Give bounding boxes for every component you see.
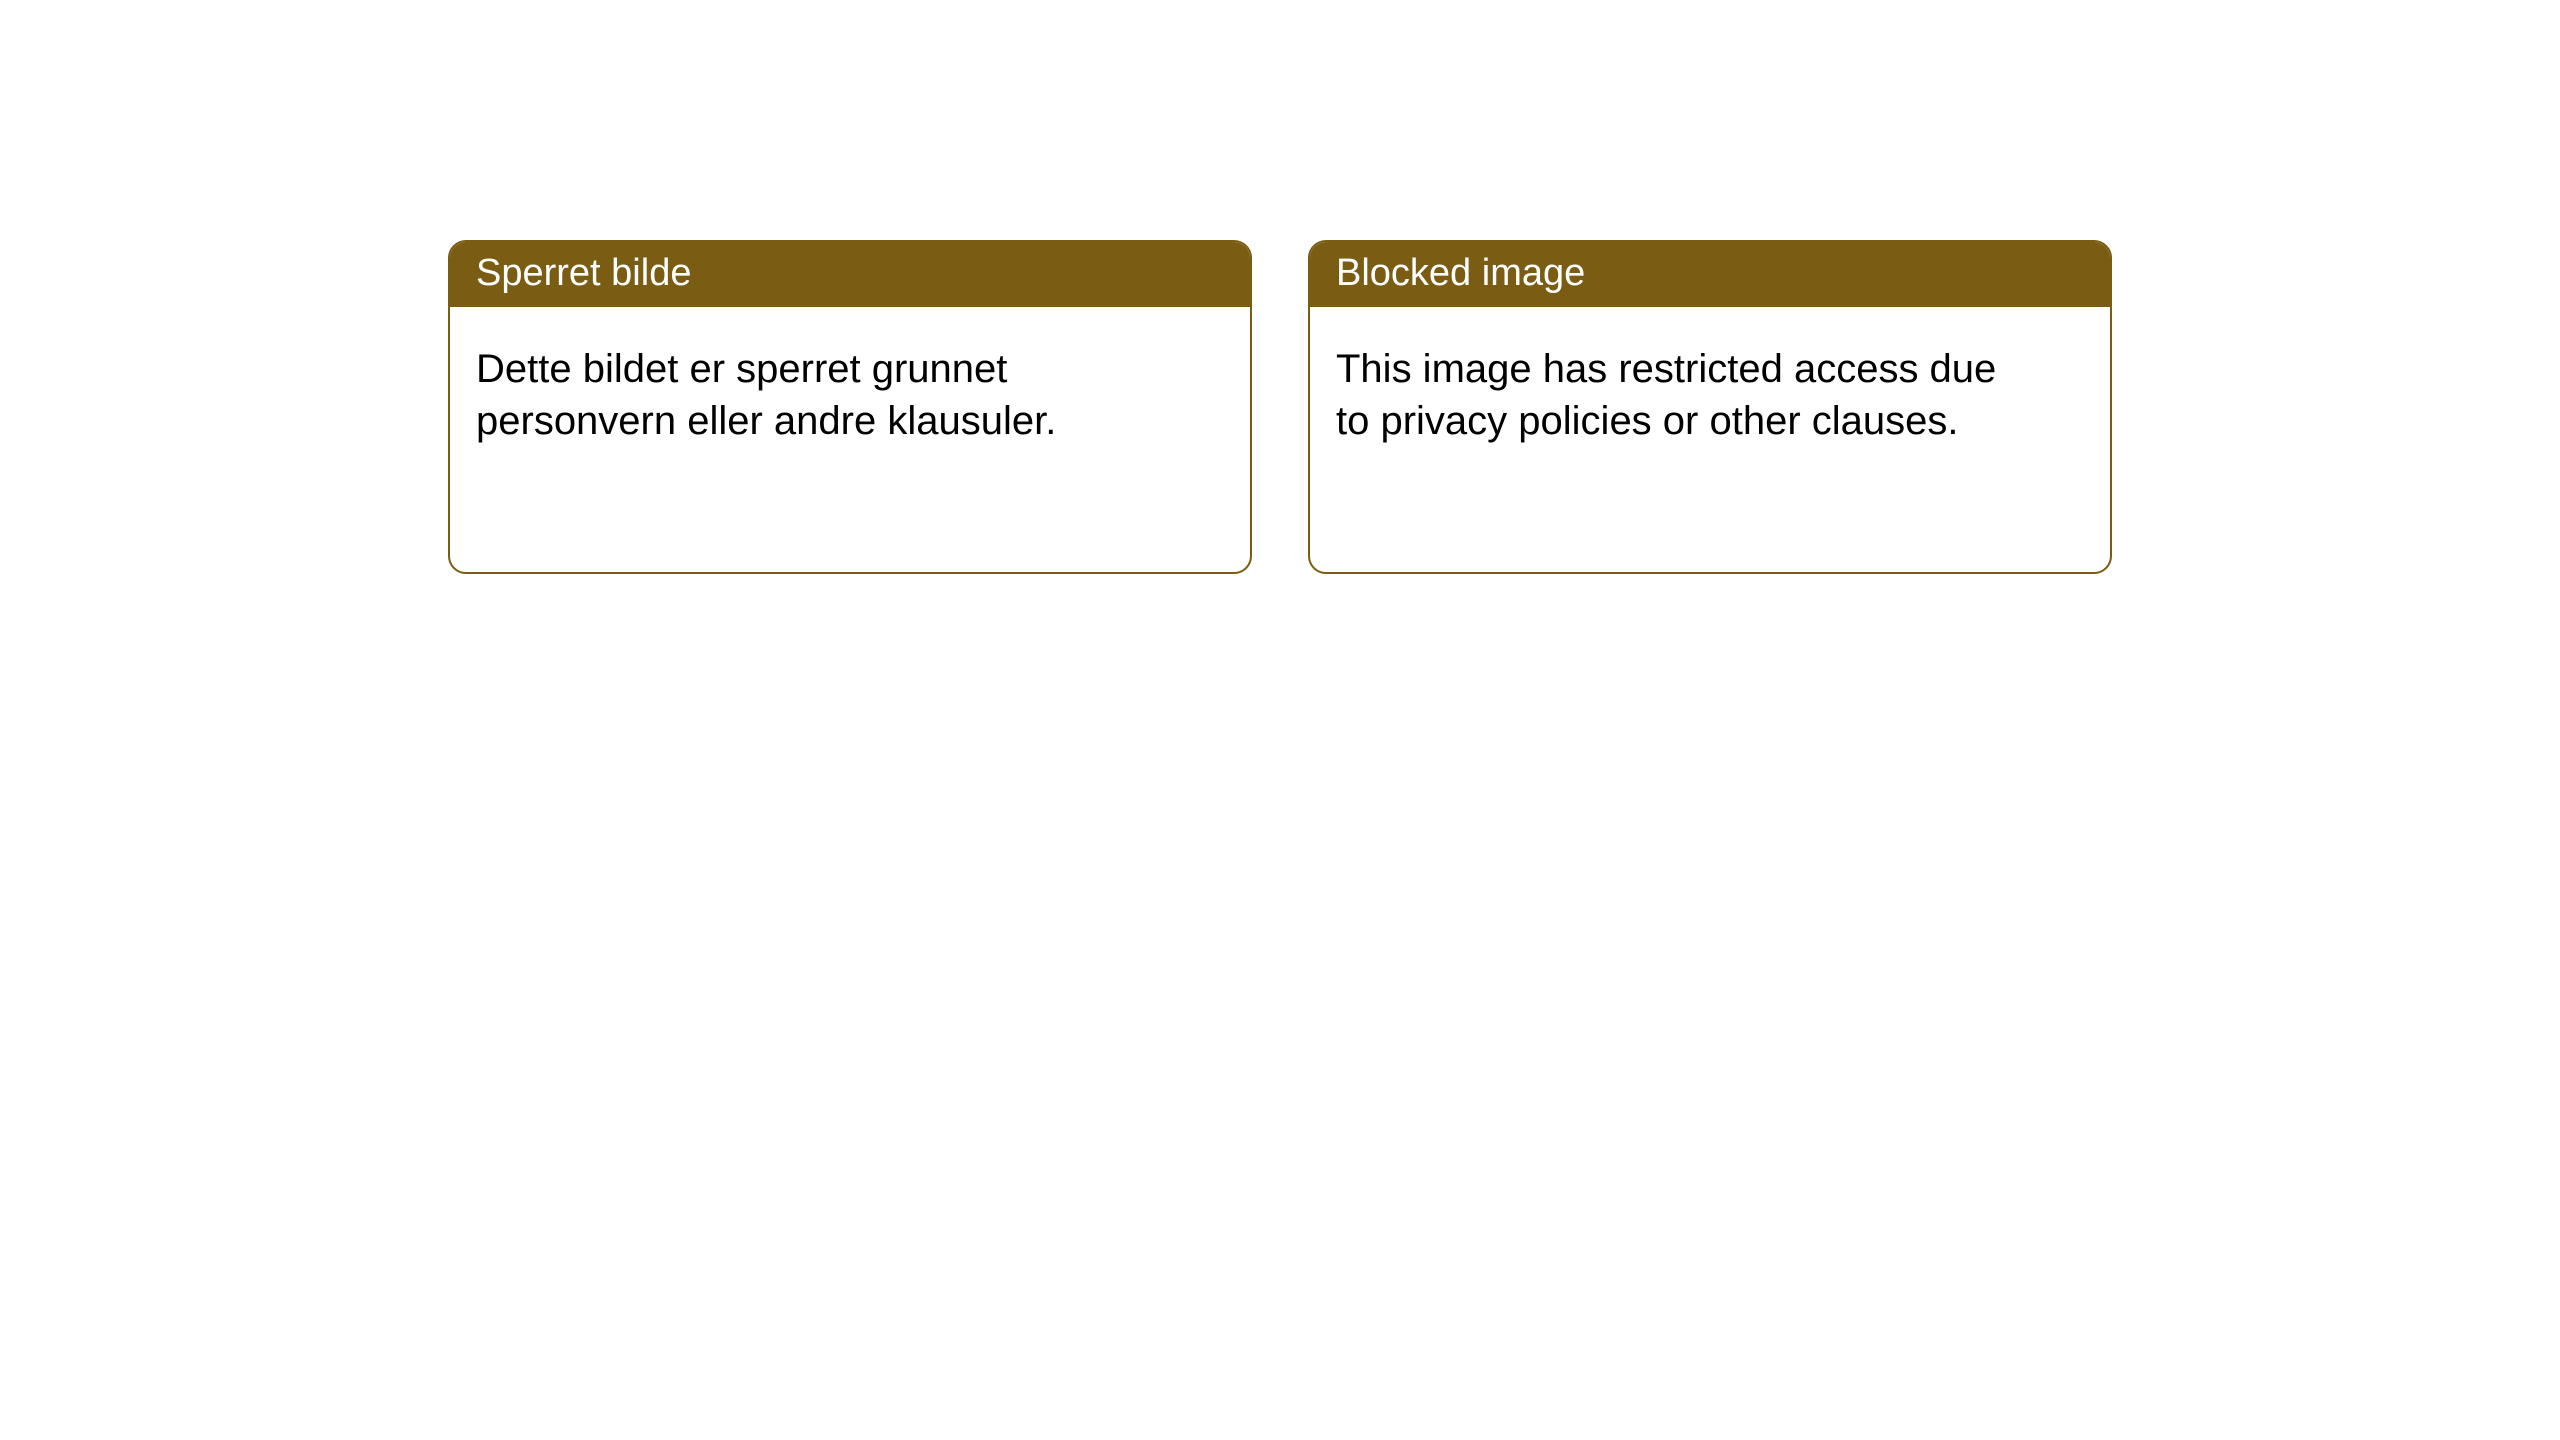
notice-title: Blocked image [1310, 242, 2110, 307]
notice-card-english: Blocked image This image has restricted … [1308, 240, 2112, 574]
notice-container: Sperret bilde Dette bildet er sperret gr… [0, 0, 2560, 574]
notice-card-norwegian: Sperret bilde Dette bildet er sperret gr… [448, 240, 1252, 574]
notice-body: Dette bildet er sperret grunnet personve… [450, 307, 1170, 473]
notice-body: This image has restricted access due to … [1310, 307, 2030, 473]
notice-title: Sperret bilde [450, 242, 1250, 307]
